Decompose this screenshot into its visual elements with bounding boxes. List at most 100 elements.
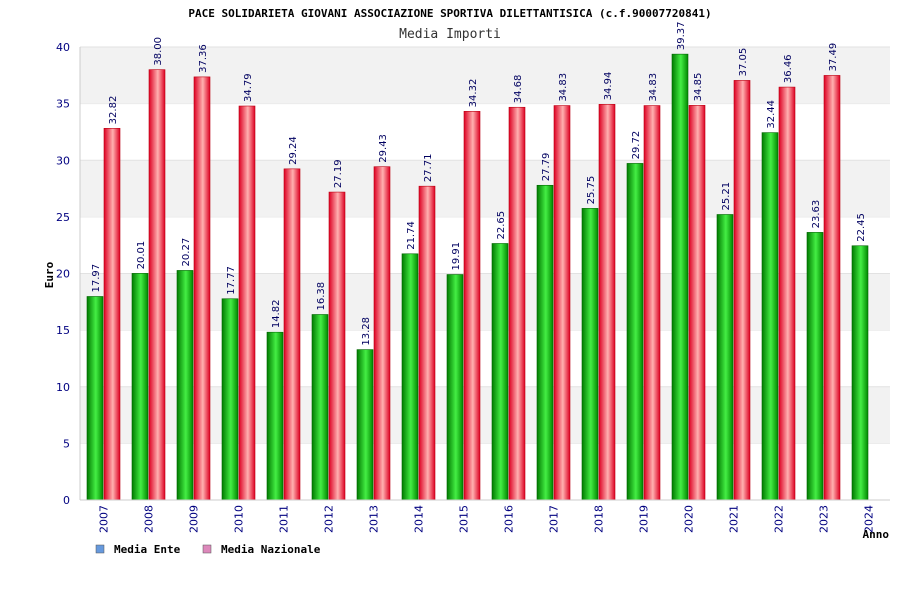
bar-media-ente <box>806 232 824 501</box>
grid-band <box>80 160 890 217</box>
bar-media-nazionale <box>193 76 211 501</box>
bar-media-nazionale <box>283 168 301 501</box>
bar-media-nazionale <box>328 191 346 501</box>
chart-subtitle: Media Importi <box>399 27 501 42</box>
bar-media-ente <box>626 163 644 501</box>
x-tick-label: 2012 <box>323 505 336 533</box>
legend-label-nazionale: Media Nazionale <box>221 543 321 556</box>
bar-media-nazionale <box>373 166 391 501</box>
value-label: 37.36 <box>198 44 209 73</box>
bar-media-ente <box>356 349 374 501</box>
bar-media-nazionale <box>733 80 751 501</box>
chart-title: PACE SOLIDARIETA GIOVANI ASSOCIAZIONE SP… <box>188 7 711 20</box>
grid-band <box>80 273 890 331</box>
bar-media-nazionale <box>553 105 571 501</box>
value-label: 29.24 <box>288 136 299 165</box>
y-axis-title: Euro <box>43 261 56 288</box>
bar-media-ente <box>716 214 734 501</box>
y-tick-label: 20 <box>56 268 70 281</box>
value-label: 22.65 <box>496 211 507 240</box>
y-tick-label: 5 <box>63 437 70 450</box>
value-label: 37.05 <box>738 48 749 77</box>
value-label: 25.75 <box>586 176 597 205</box>
value-label: 22.45 <box>856 213 867 242</box>
y-tick-label: 30 <box>56 154 70 167</box>
bar-media-nazionale <box>148 69 166 501</box>
grid-bands <box>80 46 890 444</box>
value-label: 34.94 <box>603 72 614 101</box>
legend-label-ente: Media Ente <box>114 543 181 556</box>
bar-media-nazionale <box>463 111 481 501</box>
x-tick-label: 2009 <box>188 505 201 533</box>
value-label: 27.19 <box>333 159 344 188</box>
value-label: 17.97 <box>91 264 102 293</box>
y-tick-label: 40 <box>56 41 70 54</box>
value-label: 17.77 <box>226 266 237 295</box>
x-tick-label: 2016 <box>503 505 516 533</box>
y-axis-ticks: 0 5 10 15 20 25 30 35 40 <box>56 41 70 507</box>
y-tick-label: 15 <box>56 324 70 337</box>
bar-media-ente <box>581 208 599 501</box>
bar-media-ente <box>176 270 194 501</box>
y-tick-label: 10 <box>56 381 70 394</box>
value-label: 29.43 <box>378 134 389 163</box>
bar-media-ente <box>266 331 284 501</box>
value-label: 19.91 <box>451 242 462 271</box>
value-label: 20.27 <box>181 238 192 267</box>
bar-media-ente <box>671 53 689 501</box>
x-tick-label: 2023 <box>818 505 831 533</box>
x-tick-label: 2024 <box>863 505 876 533</box>
value-label: 20.01 <box>136 241 147 270</box>
x-tick-label: 2010 <box>233 505 246 533</box>
bar-media-ente <box>491 243 509 501</box>
y-tick-label: 0 <box>63 494 70 507</box>
bar-media-ente <box>86 296 104 501</box>
value-label: 32.82 <box>108 96 119 125</box>
bar-media-nazionale <box>508 106 526 501</box>
bar-media-ente <box>131 273 149 501</box>
value-labels: 17.97 32.82 20.01 38.00 20.27 37.36 17.77 34.79… <box>91 21 867 345</box>
value-label: 34.83 <box>648 73 659 102</box>
x-axis-title: Anno <box>863 528 890 541</box>
value-label: 29.72 <box>631 131 642 160</box>
value-label: 27.71 <box>423 154 434 183</box>
grid-band <box>80 386 890 444</box>
bar-media-nazionale <box>778 86 796 501</box>
bar-media-ente <box>761 132 779 501</box>
x-tick-label: 2018 <box>593 505 606 533</box>
value-label: 16.38 <box>316 282 327 311</box>
x-tick-label: 2019 <box>638 505 651 533</box>
legend-swatch-nazionale <box>202 544 212 554</box>
x-tick-label: 2021 <box>728 505 741 533</box>
value-label: 34.79 <box>243 73 254 102</box>
y-tick-label: 35 <box>56 98 70 111</box>
value-label: 36.46 <box>783 54 794 83</box>
value-label: 38.00 <box>153 37 164 66</box>
x-tick-label: 2017 <box>548 505 561 533</box>
value-label: 34.68 <box>513 75 524 104</box>
value-label: 21.74 <box>406 221 417 250</box>
y-tick-label: 25 <box>56 211 70 224</box>
x-tick-label: 2015 <box>458 505 471 533</box>
value-label: 23.63 <box>811 200 822 229</box>
x-tick-label: 2014 <box>413 505 426 533</box>
x-tick-label: 2022 <box>773 505 786 533</box>
value-label: 32.44 <box>766 100 777 129</box>
value-label: 14.82 <box>271 300 282 329</box>
value-label: 25.21 <box>721 182 732 211</box>
value-label: 34.32 <box>468 79 479 108</box>
bar-media-ente <box>311 314 329 501</box>
grid-band <box>80 47 890 104</box>
legend: Media Ente Media Nazionale <box>95 543 321 556</box>
bars <box>86 53 869 501</box>
value-label: 13.28 <box>361 317 372 346</box>
x-tick-label: 2008 <box>143 505 156 533</box>
x-tick-label: 2011 <box>278 505 291 533</box>
value-label: 34.85 <box>693 73 704 102</box>
value-label: 34.83 <box>558 73 569 102</box>
bar-media-nazionale <box>688 105 706 501</box>
bar-media-ente <box>851 245 869 501</box>
bar-media-ente <box>221 298 239 501</box>
bar-media-nazionale <box>103 128 121 501</box>
